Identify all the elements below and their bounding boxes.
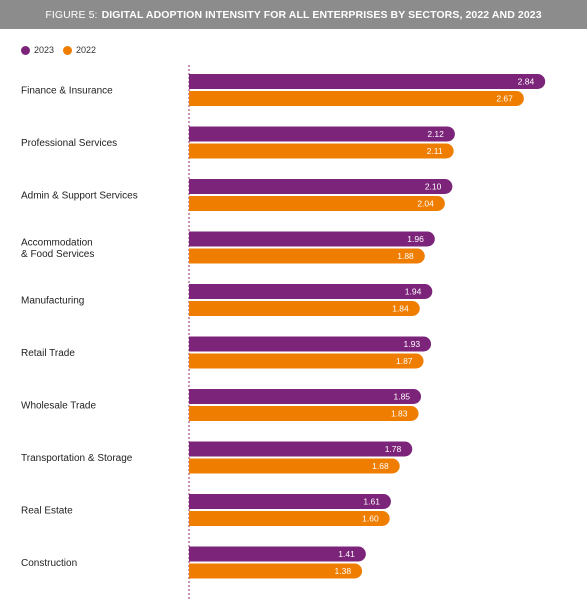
bar-2022	[189, 91, 524, 106]
figure-label: FIGURE 5:	[45, 8, 98, 21]
bar-2022	[189, 353, 424, 369]
legend-swatch-2023	[21, 45, 30, 55]
value-label-2023: 1.61	[363, 497, 380, 507]
bar-2023	[189, 441, 413, 457]
figure-title: DIGITAL ADOPTION INTENSITY FOR ALL ENTER…	[101, 8, 542, 21]
bar-2023	[189, 179, 453, 194]
bar-2022	[189, 248, 425, 264]
bar-2023	[189, 336, 432, 352]
bar-2022	[189, 406, 419, 421]
category-label: Transportation & Storage	[21, 453, 133, 464]
bar-2022	[189, 301, 420, 316]
category-label: Retail Trade	[21, 348, 75, 359]
value-label-2022: 1.38	[335, 566, 352, 576]
value-label-2022: 1.88	[397, 251, 414, 261]
bar-2023	[189, 389, 422, 404]
bar-2023	[189, 126, 455, 142]
bar-2022	[189, 143, 454, 159]
category-label: & Food Services	[21, 249, 94, 260]
value-label-2022: 2.67	[496, 94, 513, 104]
value-label-2022: 1.83	[391, 409, 408, 419]
bar-2023	[189, 284, 433, 299]
legend-label-2023: 2023	[34, 45, 55, 55]
legend-swatch-2022	[63, 45, 73, 55]
figure-header: FIGURE 5: DIGITAL ADOPTION INTENSITY FOR…	[0, 0, 587, 29]
bar-2022	[189, 563, 363, 579]
value-label-2023: 1.41	[338, 549, 355, 559]
bar-2023	[189, 74, 546, 89]
bar-2023	[189, 494, 391, 509]
chart-legend: 2023 2022	[21, 43, 105, 57]
category-label: Accommodation	[21, 237, 93, 248]
value-label-2022: 1.68	[372, 461, 389, 471]
category-label: Professional Services	[21, 138, 117, 149]
bar-2023	[189, 231, 435, 247]
legend-item-2022: 2022	[63, 45, 96, 55]
category-label: Real Estate	[21, 506, 73, 517]
legend-item-2023: 2023	[21, 45, 54, 55]
category-label: Finance & Insurance	[21, 86, 113, 97]
value-label-2022: 1.84	[392, 304, 409, 314]
value-label-2023: 1.93	[404, 339, 421, 349]
bar-2022	[189, 458, 400, 474]
category-label: Manufacturing	[21, 296, 84, 307]
category-label: Admin & Support Services	[21, 191, 138, 202]
value-label-2023: 2.12	[427, 129, 444, 139]
category-label: Construction	[21, 558, 77, 569]
value-label-2023: 1.78	[385, 444, 402, 454]
value-label-2022: 2.11	[427, 146, 443, 156]
bar-2023	[189, 546, 366, 562]
value-label-2023: 2.84	[518, 77, 535, 87]
category-label: Wholesale Trade	[21, 401, 96, 412]
value-label-2023: 1.94	[405, 287, 422, 297]
bar-2022	[189, 196, 445, 211]
bar-2022	[189, 511, 390, 526]
value-label-2023: 2.10	[425, 182, 442, 192]
value-label-2022: 1.60	[362, 514, 379, 524]
value-label-2023: 1.96	[407, 234, 424, 244]
value-label-2022: 2.04	[417, 199, 434, 209]
value-label-2023: 1.85	[393, 392, 410, 402]
legend-label-2022: 2022	[76, 45, 97, 55]
value-label-2022: 1.87	[396, 356, 413, 366]
